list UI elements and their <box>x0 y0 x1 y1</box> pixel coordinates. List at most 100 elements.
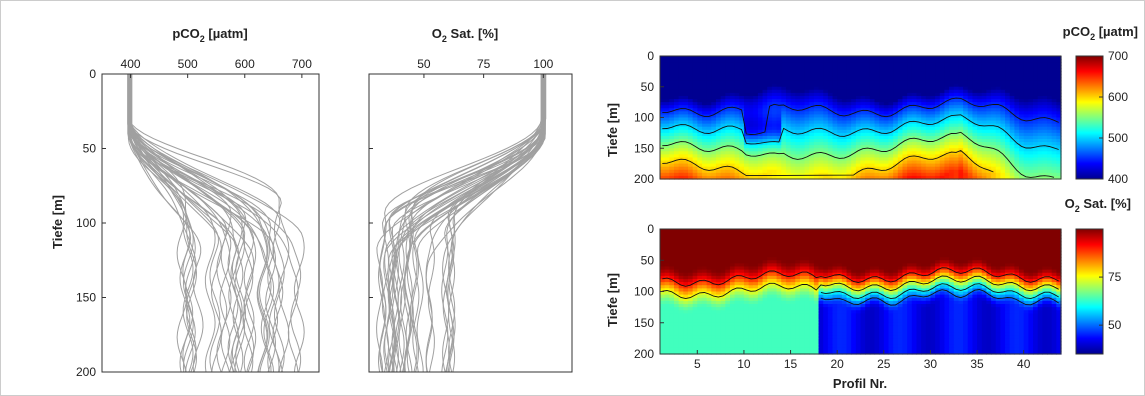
heatmap-cell <box>986 132 992 137</box>
heatmap-cell <box>776 99 782 103</box>
heatmap-cell <box>977 275 983 280</box>
heatmap-cell <box>1028 263 1034 268</box>
heatmap-cell <box>725 247 731 252</box>
heatmap-cell <box>664 157 670 162</box>
heatmap-cell <box>1005 229 1011 233</box>
heatmap-cell <box>893 148 899 152</box>
heatmap-cell <box>771 172 778 177</box>
heatmap-cell <box>790 250 796 255</box>
heatmap-cell <box>837 169 843 174</box>
heatmap-cell <box>813 172 820 177</box>
heatmap-cell <box>907 257 913 261</box>
heatmap-cell <box>888 232 894 236</box>
heatmap-cell <box>799 71 806 76</box>
heatmap-cell <box>776 120 782 125</box>
heatmap-cell <box>851 145 857 149</box>
heatmap-cell <box>1051 247 1057 252</box>
heatmap-cell <box>1033 247 1039 252</box>
heatmap-cell <box>995 74 1001 79</box>
heatmap-cell <box>673 142 680 146</box>
heatmap-cell <box>799 142 806 146</box>
heatmap-cell <box>692 105 698 109</box>
heatmap-cell <box>846 260 852 264</box>
heatmap-cell <box>739 254 745 258</box>
heatmap-cell <box>1056 80 1062 85</box>
heatmap-cell <box>1047 126 1053 131</box>
heatmap-cell <box>888 62 894 66</box>
heatmap-cell <box>865 169 871 174</box>
heatmap-cell <box>851 117 857 122</box>
heatmap-cell <box>715 135 722 140</box>
heatmap-cell <box>953 160 960 165</box>
heatmap-cell <box>832 229 838 233</box>
heatmap-cell <box>916 77 922 82</box>
heatmap-cell <box>1042 247 1048 252</box>
heatmap-cell <box>949 56 955 60</box>
heatmap-cell <box>869 77 876 82</box>
heatmap-cell <box>935 148 941 152</box>
heatmap-cell <box>841 105 848 109</box>
heatmap-cell <box>664 247 670 252</box>
heatmap-cell <box>869 241 876 246</box>
heatmap-cell <box>813 114 820 119</box>
heatmap-cell <box>865 238 871 243</box>
heatmap-cell <box>1005 92 1011 97</box>
heatmap-cell <box>1051 59 1057 63</box>
heatmap-cell <box>977 145 983 149</box>
heatmap-cell <box>781 166 787 171</box>
heatmap-cell <box>893 65 899 69</box>
heatmap-cell <box>953 263 960 268</box>
heatmap-cell <box>720 129 726 134</box>
heatmap-cell <box>949 232 955 236</box>
heatmap-cell <box>1047 272 1053 277</box>
x-tick-label: 100 <box>533 57 553 71</box>
heatmap-cell <box>991 269 997 274</box>
heatmap-cell <box>967 175 973 180</box>
heatmap-cell <box>687 175 694 180</box>
heatmap-cell <box>827 65 834 69</box>
heatmap-cell <box>660 247 666 252</box>
heatmap-cell <box>767 68 773 72</box>
heatmap-cell <box>739 99 745 103</box>
heatmap-cell <box>1000 254 1006 258</box>
heatmap-cell <box>846 142 852 146</box>
heatmap-cell <box>673 120 680 125</box>
heatmap-cell <box>669 71 675 76</box>
heatmap-cell <box>949 114 955 119</box>
heatmap-cell <box>781 154 787 159</box>
heatmap-cell <box>720 272 726 277</box>
heatmap-cell <box>678 123 684 128</box>
heatmap-cell <box>991 99 997 103</box>
heatmap-cell <box>743 175 750 180</box>
heatmap-cell <box>809 241 815 246</box>
heatmap-cell <box>762 235 768 239</box>
heatmap-cell <box>1005 257 1011 261</box>
heatmap-cell <box>1028 266 1034 271</box>
heatmap-cell <box>907 151 913 155</box>
heatmap-cell <box>902 77 908 82</box>
heatmap-cell <box>795 260 801 264</box>
heatmap-cell <box>991 154 997 159</box>
heatmap-cell <box>692 102 698 106</box>
heatmap-cell <box>771 257 778 261</box>
heatmap-cell <box>869 105 876 109</box>
heatmap-cell <box>753 250 759 255</box>
heatmap-cell <box>841 99 848 103</box>
heatmap-cell <box>706 250 712 255</box>
heatmap-cell <box>1042 154 1048 159</box>
heatmap-cell <box>799 99 806 103</box>
heatmap-cell <box>1014 139 1020 143</box>
heatmap-cell <box>991 59 997 63</box>
heatmap-cell <box>1047 275 1053 280</box>
heatmap-cell <box>776 77 782 82</box>
heatmap-cell <box>785 151 792 155</box>
heatmap-cell <box>967 247 973 252</box>
heatmap-cell <box>841 120 848 125</box>
heatmap-cell <box>1037 244 1043 249</box>
heatmap-cell <box>664 250 670 255</box>
heatmap-cell <box>963 266 969 271</box>
heatmap-cell <box>785 62 792 66</box>
heatmap-cell <box>683 145 689 149</box>
heatmap-cell <box>837 56 843 60</box>
y-tick-label: 150 <box>634 141 654 155</box>
